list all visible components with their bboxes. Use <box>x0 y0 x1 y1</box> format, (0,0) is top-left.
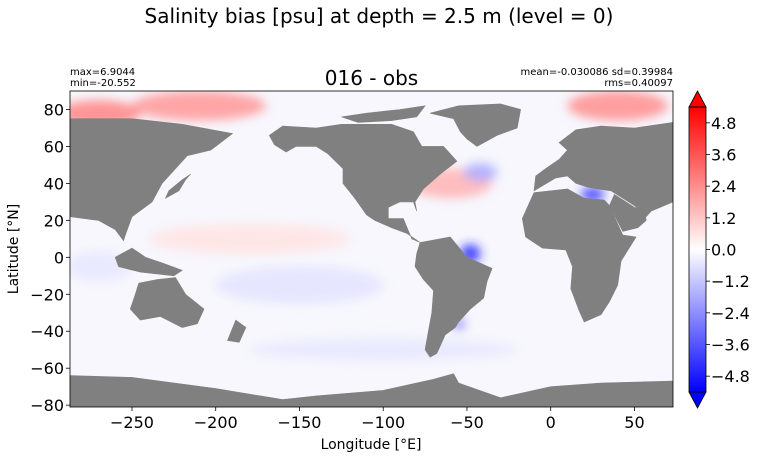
y-tick-label: −20 <box>30 285 64 304</box>
colorbar-tick-label: −2.4 <box>711 304 750 323</box>
anomaly-layer <box>70 91 668 361</box>
land-north-america <box>268 124 458 243</box>
y-tick-label: −80 <box>30 396 64 415</box>
y-tick-label: 20 <box>44 211 64 230</box>
anomaly-pacific-south-negative <box>215 266 384 304</box>
mean-sd-stat: mean=-0.030086 sd=0.39984 <box>520 67 673 78</box>
x-tick-label: −250 <box>110 413 154 432</box>
axes-title: 016 - obs <box>324 66 419 90</box>
x-tick-label: −150 <box>277 413 321 432</box>
colorbar-tick-label: 4.8 <box>711 114 736 133</box>
colorbar-tick-label: −1.2 <box>711 272 750 291</box>
y-tick-label: −60 <box>30 359 64 378</box>
colorbar-tick-label: 1.2 <box>711 209 736 228</box>
land-asia-west-edge <box>70 118 234 242</box>
y-ticks: 80 60 40 20 0 −20 −40 −60 −80 <box>30 100 70 415</box>
map-area <box>70 91 673 407</box>
land-africa <box>521 188 637 323</box>
y-tick-label: 60 <box>44 137 64 156</box>
colorbar-tick-label: −4.8 <box>711 367 750 386</box>
land-eurasia <box>533 122 673 218</box>
land-layer <box>70 103 673 407</box>
colorbar: 4.8 3.6 2.4 1.2 0.0 −1.2 −2.4 −3.6 −4.8 <box>688 90 750 409</box>
map-frame <box>69 90 674 408</box>
y-tick-label: 80 <box>44 100 64 119</box>
anomaly-arctic-positive-east <box>567 91 668 121</box>
anomaly-southern-ocean-negative <box>249 338 518 361</box>
land-australia <box>129 277 205 328</box>
land-japan <box>164 173 191 199</box>
land-arabia <box>609 194 647 232</box>
colorbar-ticks: 4.8 3.6 2.4 1.2 0.0 −1.2 −2.4 −3.6 −4.8 <box>706 114 750 386</box>
y-axis-label: Latitude [°N] <box>6 204 22 294</box>
land-greenland <box>430 103 521 147</box>
colorbar-tick-label: 2.4 <box>711 177 736 196</box>
anomaly-labrador-negative <box>463 163 498 182</box>
x-tick-label: −200 <box>194 413 238 432</box>
x-tick-label: −50 <box>450 413 484 432</box>
max-stat: max=6.9044 <box>70 67 136 78</box>
colorbar-extend-min <box>688 391 707 409</box>
land-maritime-continent <box>114 247 183 277</box>
land-south-america <box>414 236 493 358</box>
figure-suptitle: Salinity bias [psu] at depth = 2.5 m (le… <box>144 4 614 28</box>
min-stat: min=-20.552 <box>70 78 136 89</box>
land-arctic-islands <box>341 105 426 123</box>
x-tick-label: 50 <box>624 413 644 432</box>
colorbar-tick-label: 3.6 <box>711 146 736 165</box>
y-tick-label: 40 <box>44 174 64 193</box>
stats-left: max=6.9044 min=-20.552 <box>70 67 136 89</box>
x-axis-label: Longitude [°E] <box>321 437 422 453</box>
x-tick-label: 0 <box>546 413 556 432</box>
x-ticks: −250 −200 −150 −100 −50 0 50 <box>110 407 645 432</box>
y-tick-label: −40 <box>30 322 64 341</box>
colorbar-tick-label: −3.6 <box>711 336 750 355</box>
anomaly-arctic-positive <box>131 91 266 121</box>
land-new-zealand <box>227 319 247 343</box>
anomaly-pacific-tropics-positive <box>148 224 350 254</box>
colorbar-tick-label: 0.0 <box>711 241 736 260</box>
x-tick-label: −100 <box>361 413 405 432</box>
colorbar-extend-max <box>688 90 707 108</box>
colorbar-body <box>689 107 706 392</box>
rms-stat: rms=0.40097 <box>604 78 673 89</box>
land-antarctica <box>70 373 673 407</box>
y-tick-label: 0 <box>54 248 64 267</box>
stats-right: mean=-0.030086 sd=0.39984 rms=0.40097 <box>520 67 673 89</box>
